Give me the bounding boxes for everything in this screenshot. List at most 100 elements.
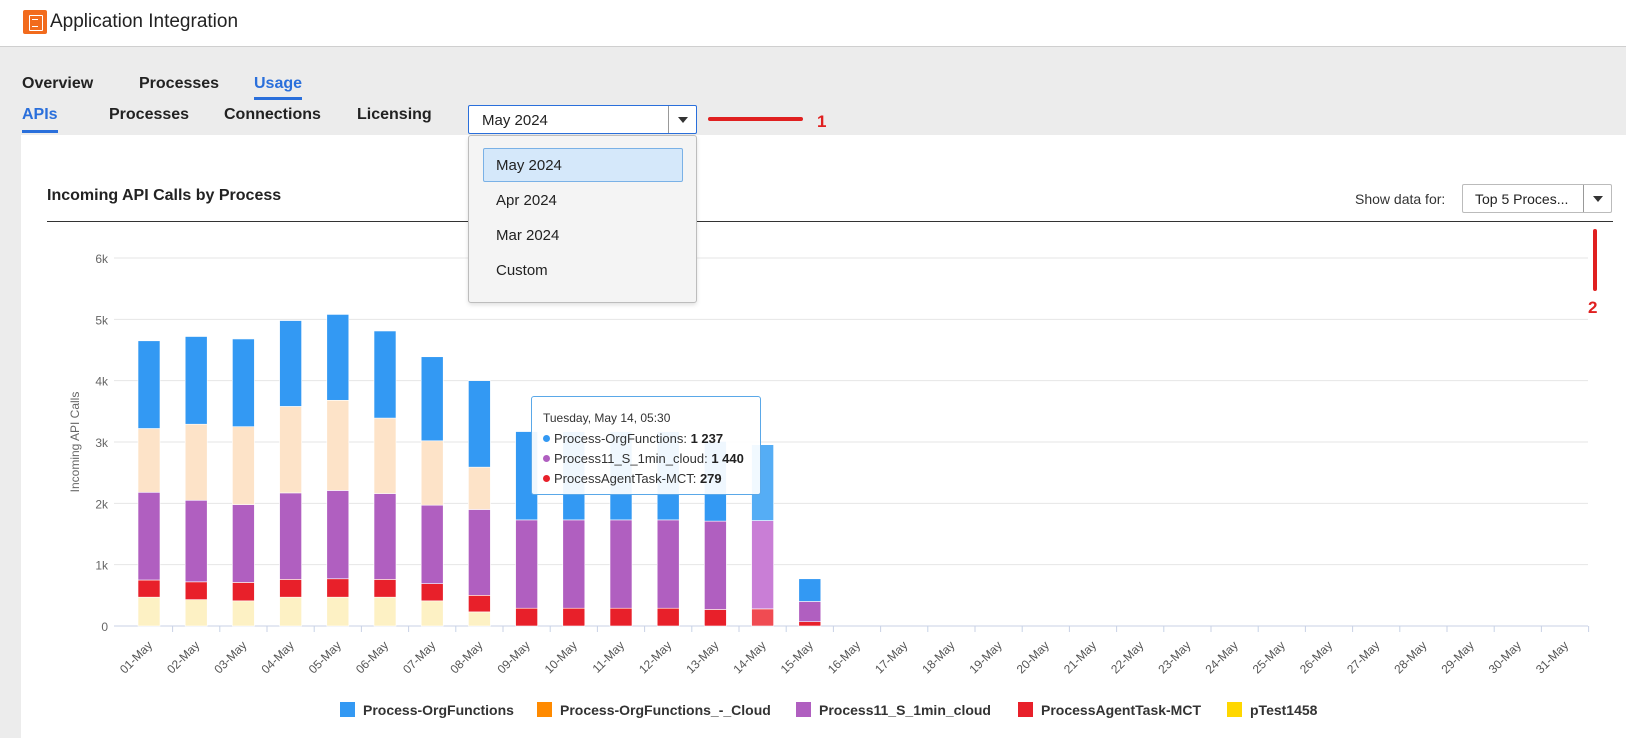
x-tick-label: 26-May [1297, 638, 1335, 676]
bar-segment [326, 596, 350, 627]
x-tick-label: 15-May [778, 638, 816, 676]
tooltip-row: Process11_S_1min_cloud: 1 440 [543, 451, 744, 466]
x-tick-label: 02-May [164, 638, 202, 676]
bar-segment [232, 338, 255, 427]
y-tick-label: 2k [95, 497, 109, 511]
chart-tooltip: Tuesday, May 14, 05:30 Process-OrgFuncti… [531, 396, 761, 495]
series-dot-icon [543, 475, 550, 482]
bar-segment [420, 440, 444, 506]
show-data-label: Show data for: [1355, 191, 1446, 207]
x-tick-label: 10-May [542, 638, 580, 676]
x-tick-label: 13-May [683, 638, 721, 676]
bar-segment [184, 499, 208, 583]
bar-segment [704, 520, 727, 610]
bar-segment [420, 356, 444, 442]
annotation-label-1: 1 [817, 112, 827, 131]
bar-segment [184, 336, 208, 425]
x-tick-label: 12-May [636, 638, 674, 676]
legend-swatch [1227, 702, 1242, 717]
period-dropdown-menu: May 2024 Apr 2024 Mar 2024 Custom [468, 135, 697, 303]
x-tick-label: 01-May [117, 638, 155, 676]
tab-processes[interactable]: Processes [139, 75, 220, 92]
x-tick-label: 31-May [1533, 638, 1571, 676]
chevron-down-icon [1593, 196, 1603, 202]
x-tick-label: 08-May [447, 638, 485, 676]
subtab-connections[interactable]: Connections [224, 106, 321, 123]
legend-label: Process-OrgFunctions [363, 702, 514, 718]
bar-segment [326, 399, 350, 491]
bar-segment [420, 600, 444, 627]
tooltip-row: ProcessAgentTask-MCT: 279 [543, 471, 722, 486]
bar-segment [656, 519, 680, 609]
y-tick-label: 1k [95, 559, 109, 573]
x-tick-label: 28-May [1391, 638, 1429, 676]
bar-segment [232, 504, 255, 583]
legend-label: pTest1458 [1250, 702, 1318, 718]
x-tick-label: 07-May [400, 638, 438, 676]
app-header: Application Integration [0, 0, 1626, 47]
tab-overview[interactable]: Overview [22, 75, 94, 92]
bar-segment [798, 601, 822, 623]
period-option-apr-2024[interactable]: Apr 2024 [496, 192, 557, 209]
annotation-marker-2 [1593, 229, 1597, 291]
show-data-caret[interactable] [1583, 185, 1611, 212]
bar-segment [184, 599, 208, 627]
x-tick-label: 14-May [731, 638, 769, 676]
bar-segment [137, 596, 161, 627]
period-select-caret[interactable] [668, 106, 696, 133]
bar-segment [137, 491, 161, 581]
bar-segment [609, 607, 633, 627]
bar-segment [704, 609, 727, 627]
legend-label: ProcessAgentTask-MCT [1041, 702, 1202, 718]
legend-label: Process-OrgFunctions_-_Cloud [560, 702, 771, 718]
bar-segment [373, 596, 397, 627]
y-tick-label: 5k [95, 313, 109, 327]
bar-segment [468, 466, 491, 510]
bar-segment [562, 519, 586, 609]
period-select-value: May 2024 [482, 112, 548, 129]
period-select[interactable]: May 2024 [468, 105, 697, 134]
period-option-custom[interactable]: Custom [496, 262, 548, 279]
bar-segment [515, 607, 538, 627]
y-tick-label: 4k [95, 375, 109, 389]
bar-segment [420, 583, 444, 602]
legend-swatch [537, 702, 552, 717]
app-title: Application Integration [50, 11, 239, 32]
bar-segment [279, 406, 302, 494]
bar-segment [279, 320, 302, 407]
bar-segment [751, 520, 774, 610]
panel-title: Incoming API Calls by Process [47, 187, 282, 204]
chevron-down-icon [678, 117, 688, 123]
legend-swatch [340, 702, 355, 717]
subtab-licensing[interactable]: Licensing [357, 106, 432, 123]
tab-usage[interactable]: Usage [254, 75, 303, 100]
show-data-select[interactable]: Top 5 Proces... [1462, 184, 1612, 213]
x-tick-label: 09-May [495, 638, 533, 676]
subtab-processes[interactable]: Processes [109, 106, 190, 123]
bar-segment [798, 621, 822, 627]
bar-segment [184, 423, 208, 501]
app-logo-icon [23, 10, 47, 34]
bar-segment [468, 595, 491, 613]
bar-segment [420, 504, 444, 584]
bar-segment [373, 579, 397, 598]
panel-divider [47, 221, 1613, 222]
bar-segment [184, 581, 208, 600]
period-option-mar-2024[interactable]: Mar 2024 [496, 227, 560, 244]
x-tick-label: 29-May [1439, 638, 1477, 676]
y-tick-label: 3k [95, 436, 109, 450]
subtab-apis[interactable]: APIs [22, 106, 58, 133]
x-tick-label: 03-May [211, 638, 249, 676]
bar-segment [468, 509, 491, 596]
series-dot-icon [543, 455, 550, 462]
bar-segment [373, 330, 397, 419]
tooltip-row: Process-OrgFunctions: 1 237 [543, 431, 723, 446]
y-tick-label: 6k [95, 252, 109, 266]
x-tick-label: 06-May [353, 638, 391, 676]
x-tick-label: 25-May [1250, 638, 1288, 676]
bar-segment [326, 314, 350, 401]
chart-legend: Process-OrgFunctions Process-OrgFunction… [0, 700, 1626, 724]
y-axis-label: Incoming API Calls [68, 392, 82, 493]
period-option-may-2024[interactable]: May 2024 [483, 148, 683, 182]
